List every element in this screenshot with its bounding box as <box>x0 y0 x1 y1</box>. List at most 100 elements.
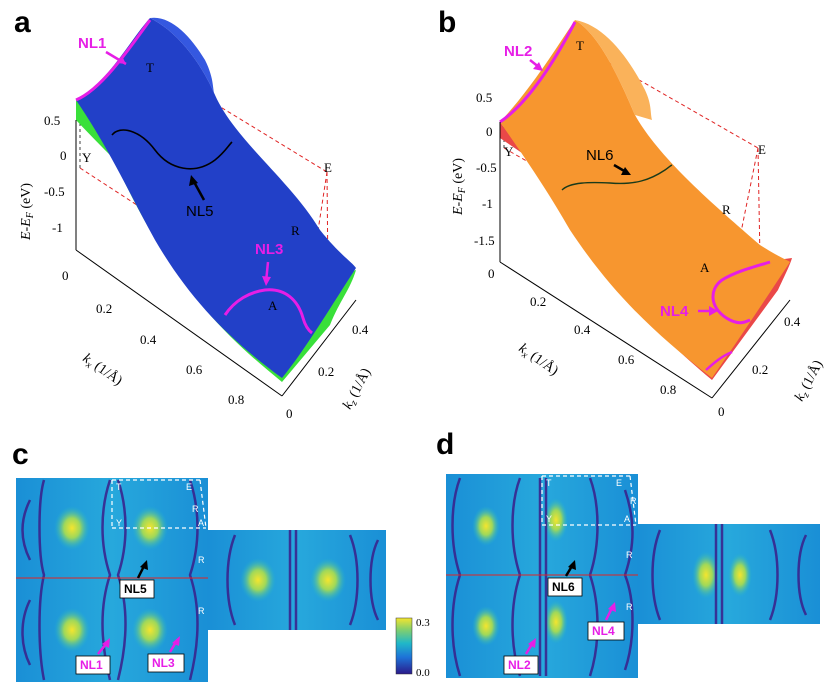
panel-b-nl6-curve <box>561 164 673 191</box>
panel-b-xtick: 0.4 <box>574 322 591 337</box>
panel-c-nl1-label: NL1 <box>80 658 103 672</box>
panel-d-letter: d <box>436 428 454 461</box>
panel-b-xtick: 0.8 <box>660 382 676 397</box>
panel-d-point-r: R <box>630 496 637 506</box>
panel-b-ztick: 0.4 <box>784 314 801 329</box>
panel-d: d <box>436 428 820 678</box>
panel-a-ytick: 0.5 <box>44 113 60 128</box>
panel-a-xtick: 0.6 <box>186 362 203 377</box>
panel-a-nl5-curve <box>111 129 233 170</box>
panel-a-ytick: 0 <box>60 148 67 163</box>
panel-d-point-t: T <box>546 478 552 488</box>
panel-d-nl4-arrowhead <box>608 602 616 612</box>
colorbar: 0.3 0.0 <box>395 617 430 679</box>
panel-b-nl4-arrowhead <box>709 306 718 316</box>
panel-d-nl2-box <box>503 655 539 675</box>
panel-b-ztick: 0 <box>718 404 725 419</box>
panel-c-letter: c <box>12 438 29 471</box>
panel-a-ztick: 0.2 <box>318 364 334 379</box>
panel-c-nl3-box <box>147 653 185 673</box>
panel-a-letter: a <box>14 6 31 39</box>
panel-d-point-r2: R <box>626 550 633 560</box>
panel-c-point-r2: R <box>198 555 205 565</box>
panel-c-point-y: Y <box>116 518 122 528</box>
panel-b-xtick: 0.6 <box>618 352 635 367</box>
panel-b-ztick: 0.2 <box>752 362 768 377</box>
panel-a-ytick: -1 <box>52 220 63 235</box>
panel-c-nl1-box <box>75 655 111 675</box>
panel-a-xtick: 0.4 <box>140 332 157 347</box>
panel-c-nl5-box <box>119 579 155 599</box>
panel-a-x-ticks: 0 0.2 0.4 0.6 0.8 <box>62 268 244 407</box>
panel-b-nl2-curve <box>499 21 577 124</box>
panel-a-ztick: 0 <box>286 406 293 421</box>
panel-c-hotspots <box>54 506 346 652</box>
panel-b-orange-surface-top <box>575 20 652 120</box>
panel-d-point-y: Y <box>546 514 552 524</box>
panel-a-nl5-label: NL5 <box>186 203 214 220</box>
panel-b-ytick: 0 <box>486 124 493 139</box>
panel-c-point-a: A <box>198 518 204 528</box>
panel-b-orange-surface <box>500 20 790 378</box>
panel-c-nl5-label: NL5 <box>124 582 147 596</box>
panel-c-nodal-lines <box>21 479 380 681</box>
panel-b-corner-e: E <box>758 142 766 157</box>
panel-a-xtick: 0.2 <box>96 301 112 316</box>
panel-a-nl3-curve <box>223 288 313 335</box>
panel-a-xtick: 0.8 <box>228 392 244 407</box>
panel-b-axes <box>499 122 791 399</box>
panel-d-point-e: E <box>616 478 622 488</box>
panel-d-point-a: A <box>624 514 630 524</box>
panel-b-nl4-curve-2 <box>705 350 733 371</box>
panel-a-nl5-arrowhead <box>189 175 198 186</box>
panel-b-ytick: -1.5 <box>474 233 495 248</box>
panel-b-ytick: 0.5 <box>476 90 492 105</box>
panel-a-blue-surface-top <box>150 17 215 96</box>
panel-d-nodal-lines <box>451 477 808 677</box>
panel-a-y-axis-label: E-EF (eV) <box>19 183 36 241</box>
panel-b-corner-t: T <box>576 38 584 53</box>
panel-a-nl1-arrowhead <box>117 56 126 64</box>
panel-b-y-ticks: 0.5 0 -0.5 -1 -1.5 <box>474 90 497 248</box>
panel-b-nl4-label: NL4 <box>660 303 689 320</box>
panel-c-nl1-arrowhead <box>102 638 110 648</box>
panel-a-nl3-label: NL3 <box>255 241 283 258</box>
panel-d-point-r3: R <box>626 602 633 612</box>
panel-a-nl1-label: NL1 <box>78 35 106 52</box>
panel-a-blue-surface <box>76 18 356 378</box>
panel-b-corner-r: R <box>722 202 731 217</box>
panel-a-xtick: 0 <box>62 268 69 283</box>
panel-b-nl6-arrowhead <box>621 167 631 175</box>
panel-b-x-ticks: 0 0.2 0.4 0.6 0.8 <box>488 266 676 397</box>
panel-a-corner-e: E <box>324 160 332 175</box>
panel-b: b 0.5 0 -0.5 - <box>438 6 828 419</box>
panel-a-corner-y: Y <box>82 150 92 165</box>
panel-a-z-axis-label: kz (1/Å) <box>339 365 376 413</box>
panel-a-x-axis-label: kx (1/Å) <box>79 350 126 390</box>
panel-c-point-t: T <box>116 482 122 492</box>
panel-b-corner-y: Y <box>504 144 514 159</box>
panel-b-y-axis-label: E-EF (eV) <box>451 158 468 216</box>
panel-a-corner-a: A <box>268 298 278 313</box>
panel-a-nl1-curve <box>75 19 152 102</box>
panel-d-nl2-arrowhead <box>528 638 536 648</box>
panel-a: a 0.5 0 -0 <box>14 6 376 421</box>
panel-d-nl4-box <box>587 621 625 641</box>
panel-a-corner-r: R <box>291 223 300 238</box>
panel-d-nl2-label: NL2 <box>508 658 531 672</box>
panel-b-nl6-label: NL6 <box>586 147 614 164</box>
panel-b-nl2-label: NL2 <box>504 43 532 60</box>
panel-c-nl5-arrowhead <box>140 560 148 570</box>
panel-a-nl3-arrowhead <box>262 276 271 286</box>
panel-b-corner-a: A <box>700 260 710 275</box>
panel-b-letter: b <box>438 6 456 39</box>
panel-c-point-e: E <box>186 482 192 492</box>
panel-c-white-box <box>111 479 207 529</box>
panel-b-ytick: -0.5 <box>476 160 497 175</box>
panel-b-z-axis-label: kz (1/Å) <box>791 357 828 405</box>
panel-b-z-ticks: 0 0.2 0.4 <box>718 314 801 419</box>
panel-b-x-axis-label: kx (1/Å) <box>515 340 562 380</box>
panel-b-nl2-arrowhead <box>533 62 543 71</box>
panel-d-nl6-arrowhead <box>568 560 576 570</box>
panel-a-axes <box>75 120 357 397</box>
